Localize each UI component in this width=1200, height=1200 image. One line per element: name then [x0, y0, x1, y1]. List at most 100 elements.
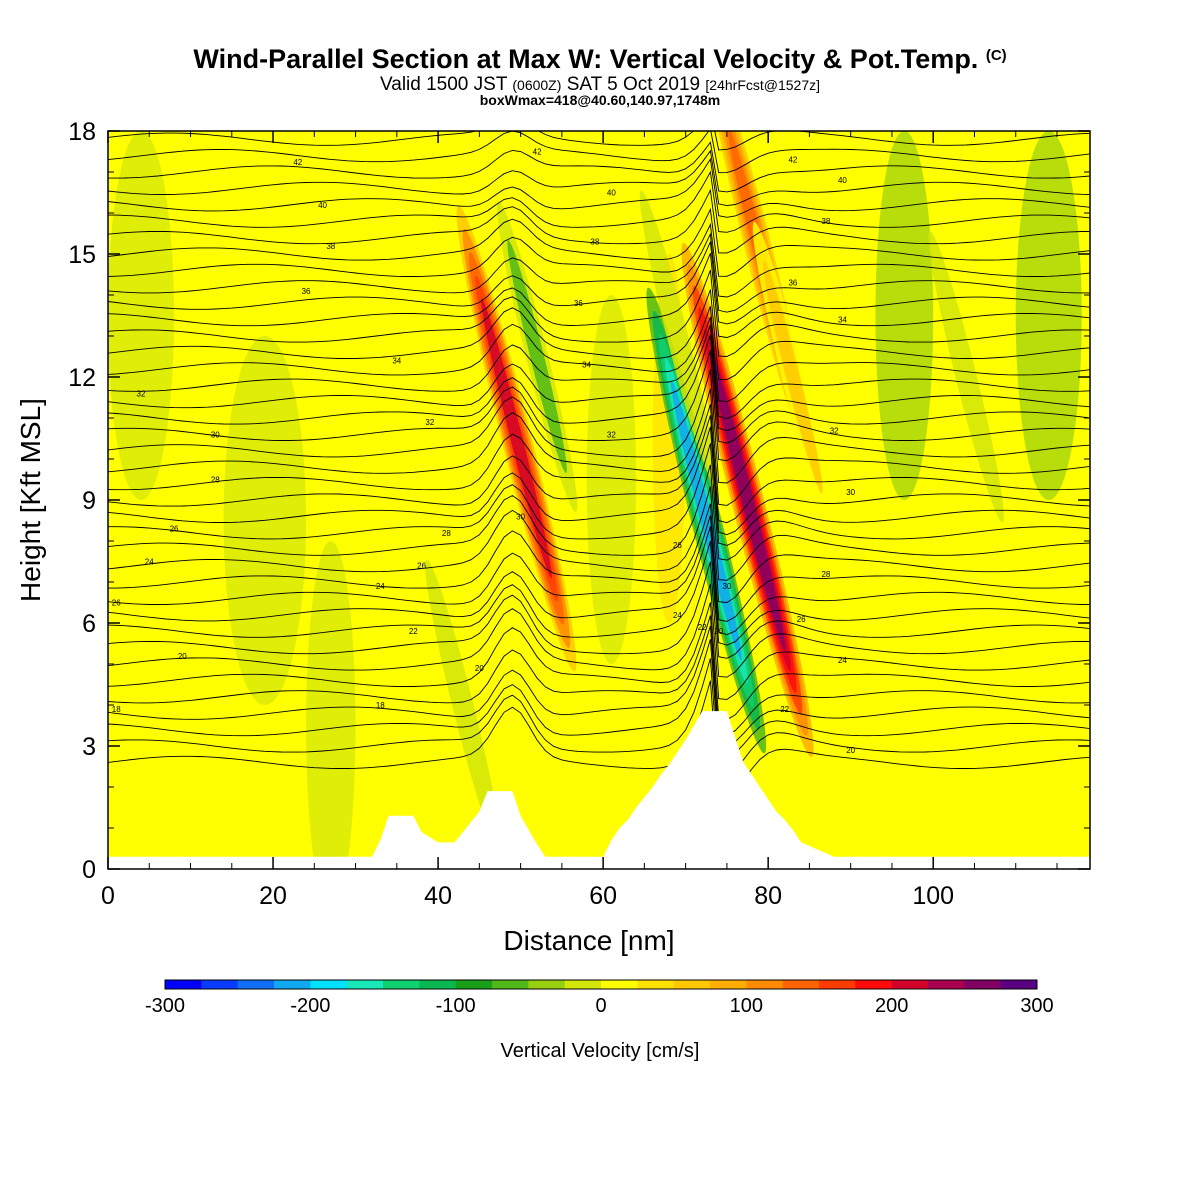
colorbar-swatch	[346, 980, 384, 989]
field-band	[586, 295, 637, 664]
colorbar-tick-label: 200	[875, 995, 908, 1017]
x-tick-label: 0	[101, 882, 115, 910]
colorbar-swatch	[710, 980, 747, 989]
contour-label: 36	[788, 279, 797, 288]
colorbar-swatch	[1000, 980, 1038, 989]
contour-label: 26	[673, 541, 682, 550]
isentrope	[108, 615, 1090, 735]
contour-label: 42	[788, 156, 797, 165]
contour-label: 40	[607, 189, 616, 198]
contour-label: 32	[830, 426, 839, 435]
contour-label: 22	[409, 627, 418, 636]
field-band	[108, 131, 175, 500]
contour-label: 26	[112, 599, 121, 608]
contour-label: 18	[376, 701, 385, 710]
contour-label: 42	[533, 148, 542, 157]
contour-label: 32	[137, 389, 146, 398]
y-axis-label: Height [Kft MSL]	[15, 398, 46, 602]
colorbar-swatch	[383, 980, 420, 989]
isentrope	[108, 369, 1090, 484]
isentrope	[108, 486, 1090, 603]
colorbar: -300 -200 -100 0 100 200 300 Vertical Velocity …	[145, 979, 1054, 1062]
plume-layer	[788, 131, 864, 400]
plume-layer	[928, 231, 1004, 523]
valid-zulu: (0600Z)	[512, 77, 562, 93]
chart-subtitle: Valid 1500 JST (0600Z) SAT 5 Oct 2019 [2…	[0, 74, 1200, 96]
isentrope	[108, 515, 1090, 636]
isentrope	[108, 658, 1090, 775]
colorbar-swatch	[310, 980, 348, 989]
plume-layer	[709, 350, 786, 650]
isentrope	[108, 240, 1090, 325]
colorbar-swatch	[165, 980, 202, 989]
isentrope	[108, 289, 1090, 381]
contour-label: 24	[838, 656, 847, 665]
colorbar-tick-label: -100	[436, 995, 476, 1017]
isentrope	[108, 269, 1090, 357]
x-tick-label: 40	[424, 882, 452, 910]
contour-label: 38	[821, 217, 830, 226]
colorbar-swatch	[673, 980, 711, 989]
contour-label: 28	[211, 476, 220, 485]
x-tick-label: 20	[259, 882, 287, 910]
isentrope	[108, 404, 1090, 524]
plume-layer	[670, 380, 742, 661]
contour-label: 28	[442, 529, 451, 538]
isentrope	[108, 426, 1090, 546]
colorbar-swatch	[528, 980, 566, 989]
contour-label: 20	[714, 627, 723, 636]
field-band	[1015, 131, 1082, 500]
pot-temp-contours	[108, 75, 1090, 797]
colorbar-tick-label: 300	[1020, 995, 1053, 1017]
isentrope	[108, 75, 1090, 112]
isentrope	[108, 334, 1090, 444]
x-axis-label: Distance [nm]	[503, 925, 674, 956]
colorbar-swatch	[819, 980, 856, 989]
colorbar-swatch	[492, 980, 529, 989]
colorbar-swatch	[237, 980, 275, 989]
valid-time: Valid 1500 JST	[379, 74, 508, 95]
colorbar-tick-label: 100	[730, 995, 763, 1017]
plume-layer	[507, 240, 567, 473]
copyright-mark: (C)	[985, 47, 1007, 64]
isentrope	[108, 639, 1090, 758]
contour-label: 30	[211, 430, 220, 439]
contour-label: 36	[302, 287, 311, 296]
colorbar-swatch	[419, 980, 457, 989]
colorbar-swatch	[274, 980, 311, 989]
contour-label: 34	[392, 357, 401, 366]
velocity-plume	[639, 190, 716, 482]
contour-label: 28	[821, 570, 830, 579]
contour-label: 32	[607, 430, 616, 439]
colorbar-swatch	[601, 980, 638, 989]
isentrope	[108, 526, 1090, 646]
field-band	[875, 131, 934, 500]
plume-layer	[425, 559, 501, 851]
title-main: Wind-Parallel Section at Max W: Vertical…	[193, 44, 979, 74]
isentrope	[108, 306, 1090, 403]
colorbar-swatch	[564, 980, 602, 989]
colorbar-frame	[164, 979, 1038, 990]
isentrope	[108, 141, 1090, 193]
contour-label: 30	[516, 512, 525, 521]
velocity-plume	[425, 559, 501, 851]
plume-layer	[763, 260, 823, 494]
colorbar-label: Vertical Velocity [cm/s]	[501, 1040, 700, 1062]
contour-label: 38	[590, 238, 599, 247]
colorbar-tick-label: -200	[290, 995, 330, 1017]
contour-label: 22	[698, 623, 707, 632]
contour-label: 40	[838, 176, 847, 185]
colorbar-swatch	[964, 980, 1002, 989]
colorbar-swatch	[928, 980, 965, 989]
x-tick-label: 60	[589, 882, 617, 910]
y-tick-label: 12	[68, 364, 96, 392]
colorbar-swatch	[455, 980, 493, 989]
contour-label: 34	[838, 316, 847, 325]
contour-label: 24	[376, 582, 385, 591]
isentrope	[108, 583, 1090, 700]
contour-label: 36	[574, 299, 583, 308]
colorbar-tick-label: -300	[145, 995, 185, 1017]
contour-label: 26	[417, 562, 426, 571]
contour-label: 26	[797, 615, 806, 624]
